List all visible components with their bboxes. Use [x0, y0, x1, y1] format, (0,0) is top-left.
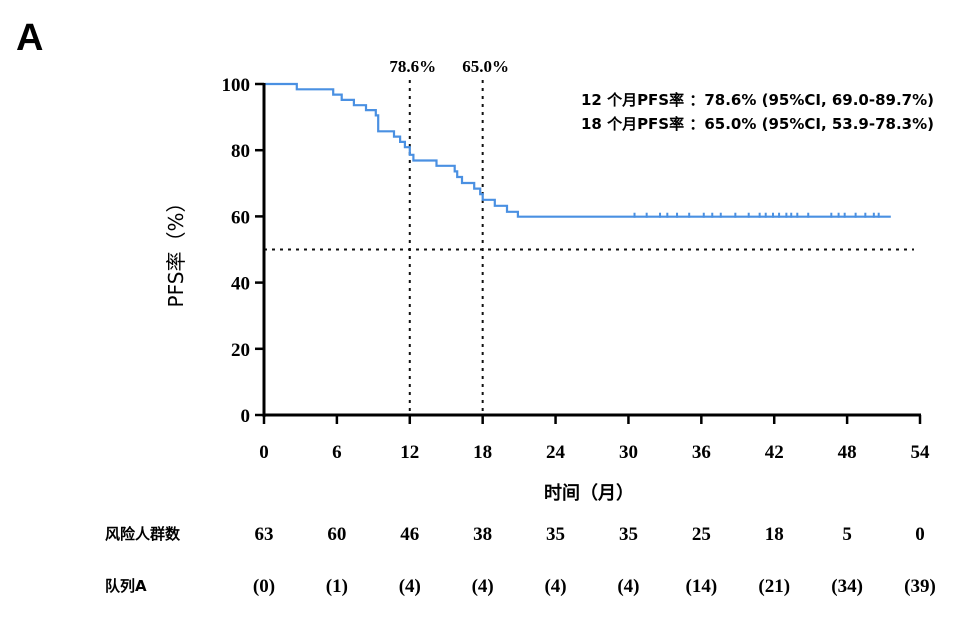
- risk-row-label: 队列A: [105, 577, 147, 595]
- risk-table: 风险人群数 63 60 46 38 35 35 25 18 5 0 队列A (0) (1) (4) (4) (4…: [105, 524, 936, 597]
- risk-count: (4): [472, 576, 494, 597]
- risk-count: (0): [253, 576, 275, 597]
- survival-curve-group: [264, 82, 891, 218]
- panel-label: A: [16, 17, 43, 59]
- y-axis-label: PFS率（%）: [164, 193, 188, 308]
- risk-count: (4): [617, 576, 639, 597]
- risk-count: 46: [400, 524, 419, 545]
- x-tick-label: 6: [332, 442, 342, 463]
- pfs-rate-stat: 18 个月PFS率 ：65.0% (95%CI, 53.9-78.3%): [581, 115, 934, 133]
- annotations: 78.6% 65.0%: [389, 57, 509, 76]
- risk-count: 5: [842, 524, 852, 545]
- risk-count: 35: [619, 524, 638, 545]
- axes: [255, 82, 922, 424]
- x-tick-label: 12: [400, 442, 419, 463]
- risk-count: (39): [904, 576, 936, 597]
- risk-count: 60: [327, 524, 346, 545]
- risk-count: 25: [692, 524, 711, 545]
- risk-count: 0: [915, 524, 925, 545]
- risk-count: (34): [831, 576, 863, 597]
- risk-count: (21): [758, 576, 790, 597]
- x-tick-label: 54: [911, 442, 931, 463]
- survival-curve-line: [264, 82, 891, 218]
- x-tick-label: 0: [259, 442, 269, 463]
- risk-count: 38: [473, 524, 492, 545]
- x-tick-label: 48: [838, 442, 857, 463]
- y-tick-label: 20: [231, 340, 250, 361]
- landmark-annotation-12: 78.6%: [389, 57, 436, 76]
- x-tick-label: 30: [619, 442, 638, 463]
- x-tick-label: 42: [765, 442, 784, 463]
- landmark-annotation-18: 65.0%: [462, 57, 509, 76]
- x-tick-label: 18: [473, 442, 492, 463]
- risk-count: 35: [546, 524, 565, 545]
- y-tick-label: 100: [222, 75, 251, 96]
- risk-count: (1): [326, 576, 348, 597]
- y-tick-label: 80: [231, 141, 250, 162]
- stats-text-group: 12 个月PFS率 ：78.6% (95%CI, 69.0-89.7%) 18 个…: [581, 91, 934, 133]
- x-tick-label: 36: [692, 442, 711, 463]
- risk-count: (4): [399, 576, 421, 597]
- pfs-rate-stat: 12 个月PFS率 ：78.6% (95%CI, 69.0-89.7%): [581, 91, 934, 109]
- x-tick-label: 24: [546, 442, 566, 463]
- y-tick-label: 60: [231, 207, 250, 228]
- y-tick-label: 0: [241, 406, 251, 427]
- y-tick-label: 40: [231, 274, 250, 295]
- risk-count: 63: [255, 524, 274, 545]
- risk-count: (14): [686, 576, 718, 597]
- risk-count: 18: [765, 524, 784, 545]
- risk-row-label: 风险人群数: [105, 525, 181, 543]
- risk-count: (4): [544, 576, 566, 597]
- x-axis-label: 时间（月）: [544, 483, 634, 504]
- tick-labels: 0 6 12 18 24 30 36 42 48 54 0 20 40 60 80 100: [222, 75, 931, 463]
